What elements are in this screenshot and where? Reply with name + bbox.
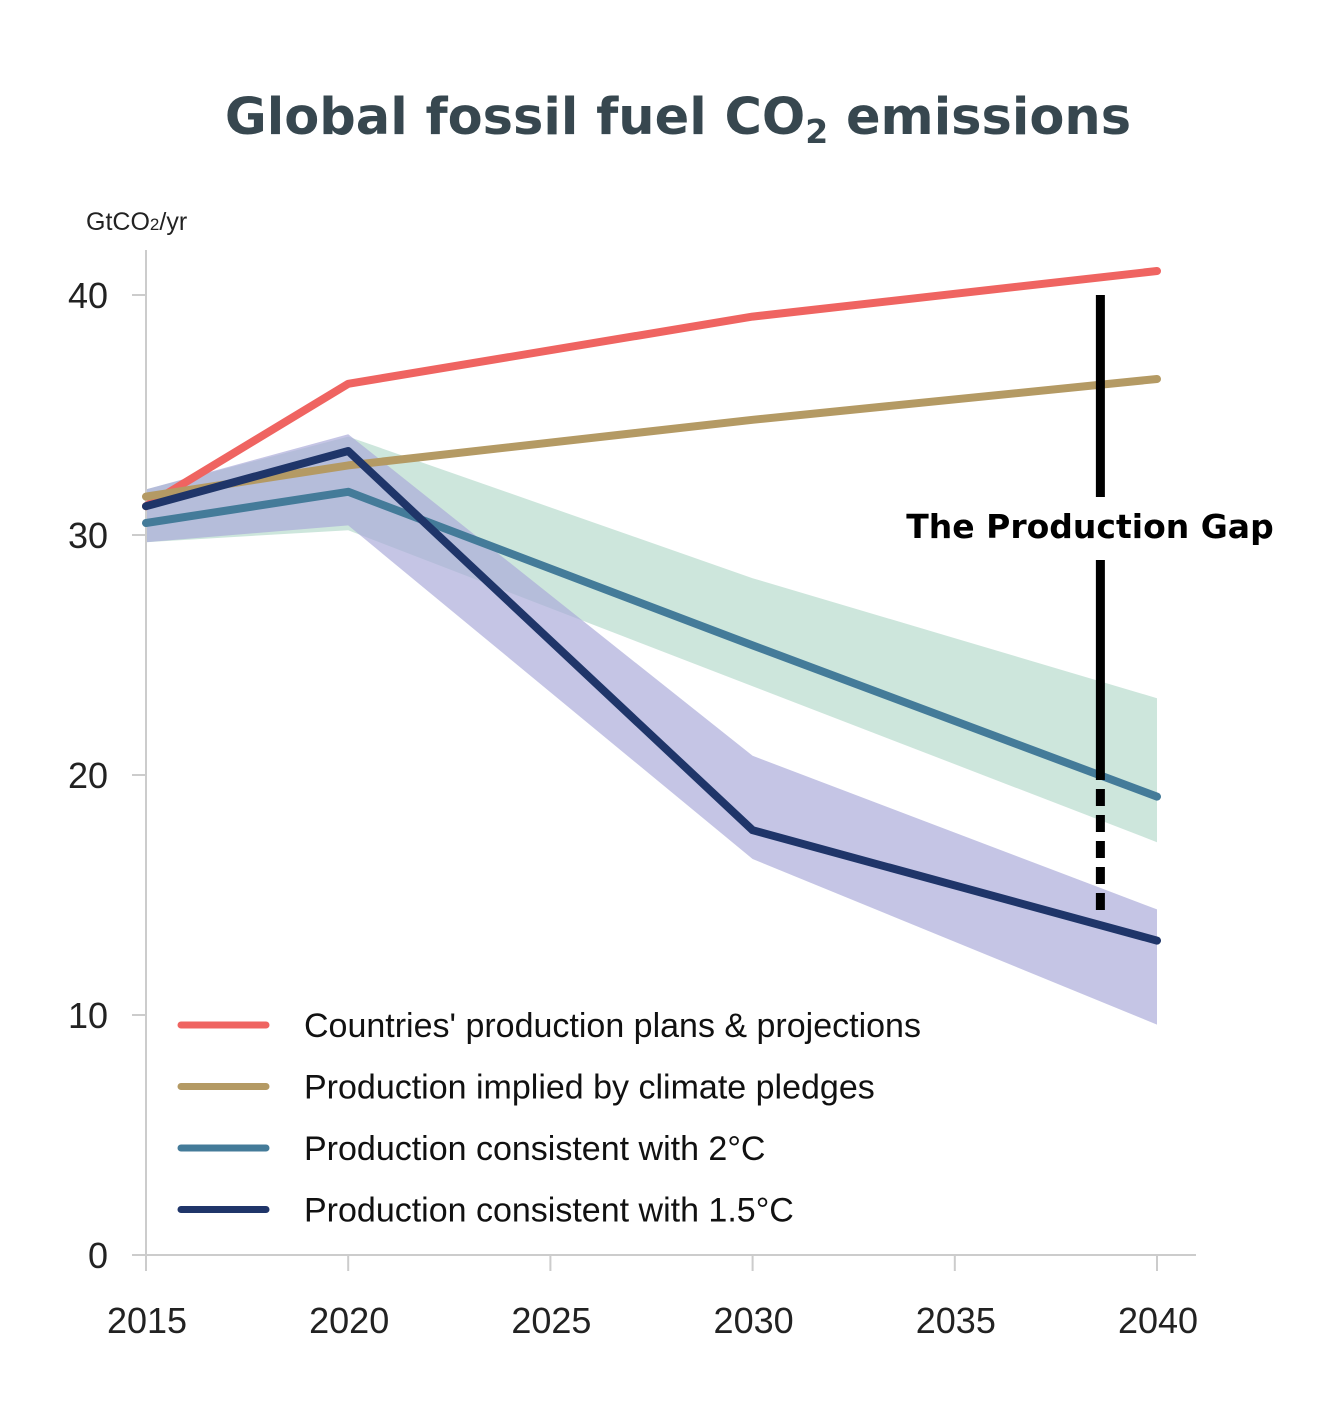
x-tick-label: 2035 — [916, 1300, 996, 1341]
legend-label-plans: Countries' production plans & projection… — [304, 1007, 921, 1045]
y-axis-unit-label: GtCO2/yr — [86, 208, 187, 236]
y-tick-label: 10 — [68, 995, 108, 1036]
y-tick-label: 40 — [68, 275, 108, 316]
x-tick-label: 2025 — [511, 1300, 591, 1341]
range-band-1-5c — [146, 434, 1157, 1025]
series-line-c15 — [142, 447, 1161, 945]
production-gap-annotation: The Production Gap — [906, 295, 1274, 915]
y-tick-label: 0 — [88, 1235, 108, 1276]
chart-title: Global fossil fuel CO2 emissions — [225, 88, 1131, 151]
uncertainty-ranges — [146, 434, 1157, 1025]
x-tick-label: 2030 — [714, 1300, 794, 1341]
y-tick-label: 30 — [68, 515, 108, 556]
series-lines — [142, 267, 1161, 945]
gap-label: The Production Gap — [906, 507, 1273, 546]
legend-label-c2: Production consistent with 2°C — [304, 1130, 766, 1168]
legend-label-pledges: Production implied by climate pledges — [304, 1069, 875, 1107]
x-tick-label: 2015 — [107, 1300, 187, 1341]
series-line-plans — [142, 267, 1161, 511]
legend-label-c15: Production consistent with 1.5°C — [304, 1192, 794, 1230]
legend: Countries' production plans & projection… — [177, 1007, 921, 1230]
series-line-c2 — [142, 487, 1161, 801]
x-tick-label: 2020 — [309, 1300, 389, 1341]
y-tick-label: 20 — [68, 755, 108, 796]
x-tick-label: 2040 — [1118, 1300, 1198, 1341]
